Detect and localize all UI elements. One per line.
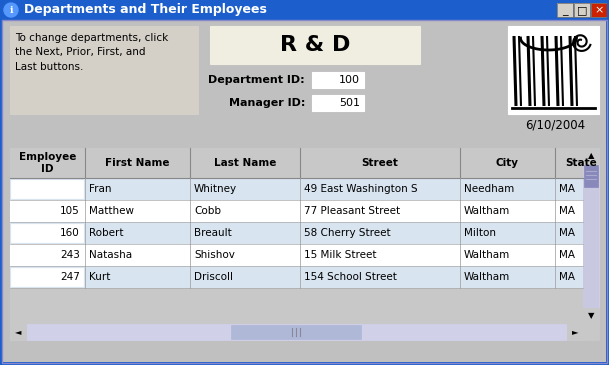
- Text: Waltham: Waltham: [464, 206, 510, 216]
- Text: Employee
ID: Employee ID: [19, 152, 76, 174]
- Text: Cobb: Cobb: [194, 206, 221, 216]
- Bar: [11, 202, 83, 220]
- Text: Natasha: Natasha: [89, 250, 132, 260]
- Bar: [557, 3, 573, 17]
- Bar: [557, 3, 573, 17]
- Text: First Name: First Name: [105, 158, 170, 168]
- Text: 154 School Street: 154 School Street: [304, 272, 397, 282]
- Bar: [10, 266, 583, 288]
- Text: 501: 501: [339, 98, 360, 108]
- Text: To change departments, click
the Next, Prior, First, and
Last buttons.: To change departments, click the Next, P…: [15, 33, 168, 72]
- Bar: [10, 178, 583, 200]
- Circle shape: [4, 3, 18, 17]
- Bar: [11, 246, 83, 264]
- Bar: [11, 180, 83, 198]
- Text: State: State: [565, 158, 597, 168]
- Bar: [10, 200, 583, 222]
- Text: _: _: [562, 5, 568, 15]
- Text: Milton: Milton: [464, 228, 496, 238]
- Text: □: □: [577, 5, 587, 15]
- Bar: [591, 3, 607, 17]
- Text: Driscoll: Driscoll: [194, 272, 233, 282]
- Text: 247: 247: [60, 272, 80, 282]
- Bar: [10, 288, 583, 324]
- Bar: [583, 324, 599, 340]
- Bar: [231, 325, 361, 339]
- Text: ◄: ◄: [15, 327, 21, 337]
- Text: Shishov: Shishov: [194, 250, 235, 260]
- Bar: [583, 148, 599, 324]
- Text: Departments and Their Employees: Departments and Their Employees: [24, 4, 267, 16]
- Text: Needham: Needham: [464, 184, 514, 194]
- Text: R & D: R & D: [280, 35, 350, 55]
- Bar: [10, 148, 599, 340]
- Bar: [583, 148, 599, 164]
- Text: 49 East Washington S: 49 East Washington S: [304, 184, 418, 194]
- Text: ×: ×: [594, 5, 604, 15]
- Text: 160: 160: [60, 228, 80, 238]
- Text: MA: MA: [559, 206, 575, 216]
- Text: Waltham: Waltham: [464, 250, 510, 260]
- Bar: [574, 3, 590, 17]
- Bar: [591, 3, 607, 17]
- Text: ▼: ▼: [588, 311, 594, 320]
- Text: 77 Pleasant Street: 77 Pleasant Street: [304, 206, 400, 216]
- Bar: [11, 268, 83, 286]
- Text: City: City: [496, 158, 519, 168]
- Text: Street: Street: [362, 158, 398, 168]
- Text: 6/10/2004: 6/10/2004: [525, 119, 585, 131]
- Bar: [10, 148, 583, 178]
- Text: ►: ►: [572, 327, 579, 337]
- Text: Whitney: Whitney: [194, 184, 237, 194]
- Bar: [0, 0, 609, 20]
- Text: Matthew: Matthew: [89, 206, 134, 216]
- Text: 58 Cherry Street: 58 Cherry Street: [304, 228, 390, 238]
- Bar: [10, 244, 583, 266]
- Text: Waltham: Waltham: [464, 272, 510, 282]
- Bar: [312, 72, 364, 88]
- Text: Breault: Breault: [194, 228, 232, 238]
- Bar: [10, 324, 583, 340]
- Text: ▲: ▲: [588, 151, 594, 161]
- Bar: [584, 165, 598, 187]
- Text: MA: MA: [559, 250, 575, 260]
- Bar: [10, 324, 26, 340]
- Text: 15 Milk Street: 15 Milk Street: [304, 250, 376, 260]
- Text: 105: 105: [60, 206, 80, 216]
- Text: Fran: Fran: [89, 184, 111, 194]
- Bar: [583, 308, 599, 324]
- Bar: [508, 26, 599, 114]
- Bar: [574, 3, 590, 17]
- Text: Robert: Robert: [89, 228, 124, 238]
- Text: i: i: [9, 6, 13, 15]
- Bar: [567, 324, 583, 340]
- Bar: [210, 26, 420, 64]
- Text: Kurt: Kurt: [89, 272, 110, 282]
- Text: MA: MA: [559, 272, 575, 282]
- Bar: [312, 95, 364, 111]
- Text: Last Name: Last Name: [214, 158, 276, 168]
- Text: MA: MA: [559, 228, 575, 238]
- Text: 100: 100: [339, 75, 360, 85]
- Text: Department ID:: Department ID:: [208, 75, 305, 85]
- Bar: [10, 222, 583, 244]
- Bar: [11, 224, 83, 242]
- Bar: [583, 164, 599, 308]
- Text: 243: 243: [60, 250, 80, 260]
- Bar: [10, 26, 198, 114]
- Text: Manager ID:: Manager ID:: [228, 98, 305, 108]
- Text: MA: MA: [559, 184, 575, 194]
